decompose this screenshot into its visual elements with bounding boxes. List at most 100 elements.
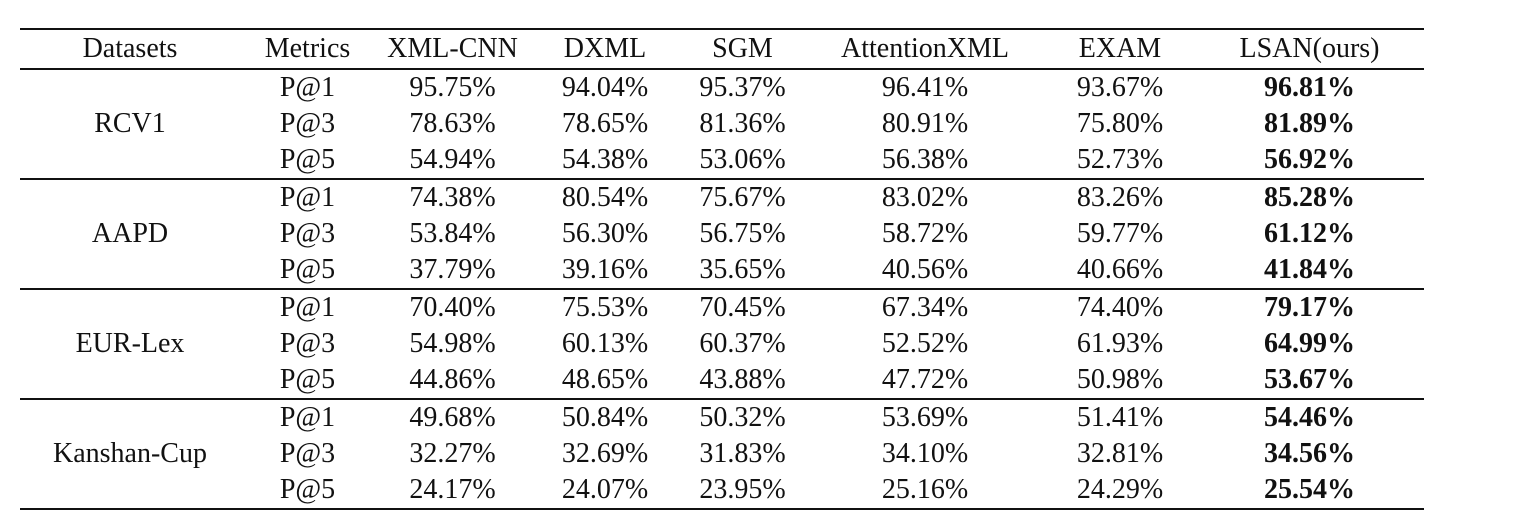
- table-row: Kanshan-Cup P@1 49.68% 50.84% 50.32% 53.69% 51…: [20, 399, 1424, 469]
- value-cell-dxml: 78.65%: [561, 108, 649, 139]
- value-cell-sgm: 70.45%: [699, 292, 786, 323]
- value-cell-dxml: 54.38%: [561, 144, 649, 175]
- value-cell-attentionxml: 67.34%: [881, 292, 969, 323]
- metric-cell: P@5: [279, 254, 336, 285]
- value-cell-xml-cnn: 32.27%: [409, 438, 496, 469]
- value-cell-exam: 59.77%: [1076, 218, 1164, 249]
- value-cell-sgm: 23.95%: [699, 474, 786, 505]
- value-cell-sgm: 43.88%: [699, 364, 786, 395]
- value-cell-lsan: 81.89%: [1264, 108, 1355, 139]
- metric-cell: P@5: [279, 474, 336, 505]
- value-cell-xml-cnn: 53.84%: [409, 218, 496, 249]
- header-datasets: Datasets: [82, 33, 178, 64]
- dataset-name-cell: Kanshan-Cup: [53, 438, 207, 469]
- value-cell-dxml: 50.84%: [561, 402, 649, 433]
- value-cell-lsan: 64.99%: [1264, 328, 1355, 359]
- value-cell-dxml: 56.30%: [561, 218, 649, 249]
- value-cell-xml-cnn: 70.40%: [409, 292, 496, 323]
- dataset-name-cell: RCV1: [94, 108, 166, 139]
- metric-cell: P@1: [279, 292, 336, 323]
- value-cell-lsan: 96.81%: [1264, 72, 1355, 103]
- value-cell-xml-cnn: 49.68%: [409, 402, 496, 433]
- value-cell-dxml: 75.53%: [561, 292, 649, 323]
- value-cell-attentionxml: 56.38%: [881, 144, 969, 175]
- header-row: Datasets Metrics XML-CNN DXML SGM Attent…: [20, 29, 1424, 69]
- metric-cell: P@1: [279, 72, 336, 103]
- header-metrics: Metrics: [264, 33, 351, 64]
- table-row: RCV1 P@1 95.75% 94.04% 95.37% 96.41% 93.67% 96.…: [20, 69, 1424, 139]
- value-cell-exam: 24.29%: [1076, 474, 1164, 505]
- value-cell-sgm: 81.36%: [699, 108, 786, 139]
- value-cell-dxml: 39.16%: [561, 254, 649, 285]
- value-cell-sgm: 50.32%: [699, 402, 786, 433]
- value-cell-lsan: 79.17%: [1264, 292, 1355, 323]
- metric-cell: P@3: [279, 108, 336, 139]
- results-table: Datasets Metrics XML-CNN DXML SGM Attent…: [20, 28, 1424, 510]
- table-row: P@3 53.84% 56.30% 56.75% 58.72% 59.77% 61.12%: [20, 216, 1424, 252]
- value-cell-dxml: 80.54%: [561, 182, 649, 213]
- value-cell-exam: 93.67%: [1076, 72, 1164, 103]
- dataset-name-cell: AAPD: [91, 218, 169, 249]
- dataset-group: EUR-Lex P@1 70.40% 75.53% 70.45% 67.34% 74.40%…: [20, 289, 1424, 399]
- value-cell-exam: 32.81%: [1076, 438, 1164, 469]
- value-cell-sgm: 95.37%: [699, 72, 786, 103]
- value-cell-exam: 50.98%: [1076, 364, 1164, 395]
- value-cell-attentionxml: 96.41%: [881, 72, 969, 103]
- value-cell-xml-cnn: 78.63%: [409, 108, 496, 139]
- value-cell-dxml: 60.13%: [561, 328, 649, 359]
- dataset-name-cell: EUR-Lex: [75, 328, 185, 359]
- metric-cell: P@5: [279, 144, 336, 175]
- value-cell-attentionxml: 58.72%: [881, 218, 969, 249]
- value-cell-exam: 74.40%: [1076, 292, 1164, 323]
- dataset-group: Kanshan-Cup P@1 49.68% 50.84% 50.32% 53.69% 51…: [20, 399, 1424, 509]
- value-cell-xml-cnn: 54.94%: [409, 144, 496, 175]
- table-row: AAPD P@1 74.38% 80.54% 75.67% 83.02% 83.26% 85.…: [20, 179, 1424, 249]
- value-cell-xml-cnn: 54.98%: [409, 328, 496, 359]
- value-cell-xml-cnn: 44.86%: [409, 364, 496, 395]
- table-header: Datasets Metrics XML-CNN DXML SGM Attent…: [20, 29, 1424, 69]
- value-cell-lsan: 34.56%: [1264, 438, 1355, 469]
- value-cell-attentionxml: 53.69%: [881, 402, 969, 433]
- value-cell-sgm: 75.67%: [699, 182, 786, 213]
- value-cell-xml-cnn: 24.17%: [409, 474, 496, 505]
- value-cell-sgm: 35.65%: [699, 254, 786, 285]
- table-row: P@5 44.86% 48.65% 43.88% 47.72% 50.98% 53.67%: [20, 362, 1424, 399]
- value-cell-exam: 61.93%: [1076, 328, 1164, 359]
- metric-cell: P@1: [279, 182, 336, 213]
- value-cell-xml-cnn: 95.75%: [409, 72, 496, 103]
- metric-cell: P@5: [279, 364, 336, 395]
- value-cell-sgm: 53.06%: [699, 144, 786, 175]
- value-cell-lsan: 56.92%: [1264, 144, 1355, 175]
- header-attentionxml: AttentionXML: [841, 33, 1009, 64]
- value-cell-lsan: 61.12%: [1264, 218, 1355, 249]
- value-cell-attentionxml: 83.02%: [881, 182, 969, 213]
- value-cell-lsan: 85.28%: [1264, 182, 1355, 213]
- value-cell-exam: 40.66%: [1076, 254, 1164, 285]
- value-cell-attentionxml: 80.91%: [881, 108, 969, 139]
- value-cell-exam: 52.73%: [1076, 144, 1164, 175]
- value-cell-xml-cnn: 37.79%: [409, 254, 496, 285]
- value-cell-lsan: 54.46%: [1264, 402, 1355, 433]
- value-cell-dxml: 94.04%: [561, 72, 649, 103]
- metric-cell: P@3: [279, 328, 336, 359]
- value-cell-dxml: 48.65%: [561, 364, 649, 395]
- metric-cell: P@3: [279, 218, 336, 249]
- dataset-group: RCV1 P@1 95.75% 94.04% 95.37% 96.41% 93.67% 96.…: [20, 69, 1424, 179]
- header-dxml: DXML: [563, 33, 647, 64]
- value-cell-attentionxml: 34.10%: [881, 438, 969, 469]
- value-cell-dxml: 24.07%: [561, 474, 649, 505]
- value-cell-sgm: 31.83%: [699, 438, 786, 469]
- value-cell-sgm: 60.37%: [699, 328, 786, 359]
- value-cell-exam: 75.80%: [1076, 108, 1164, 139]
- value-cell-lsan: 41.84%: [1264, 254, 1355, 285]
- value-cell-attentionxml: 40.56%: [881, 254, 969, 285]
- header-lsan: LSAN(ours): [1239, 33, 1380, 64]
- header-xml-cnn: XML-CNN: [387, 33, 518, 64]
- table-row: P@3 54.98% 60.13% 60.37% 52.52% 61.93% 64.99%: [20, 326, 1424, 362]
- table-row: P@5 54.94% 54.38% 53.06% 56.38% 52.73% 56.92%: [20, 142, 1424, 179]
- header-exam: EXAM: [1078, 33, 1162, 64]
- value-cell-exam: 83.26%: [1076, 182, 1164, 213]
- metric-cell: P@3: [279, 438, 336, 469]
- header-sgm: SGM: [712, 33, 773, 64]
- value-cell-lsan: 53.67%: [1264, 364, 1355, 395]
